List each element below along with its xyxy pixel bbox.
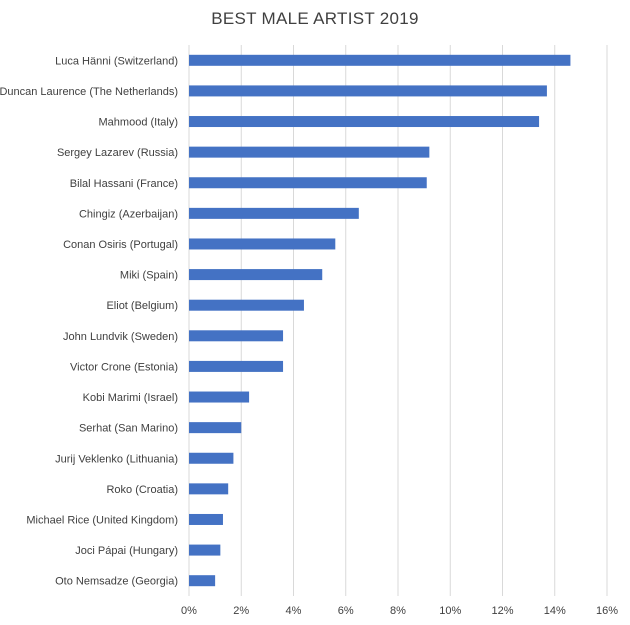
bar — [189, 513, 223, 525]
category-labels: Luca Hänni (Switzerland) Duncan Laurence … — [0, 55, 178, 587]
bar — [189, 452, 234, 464]
x-tick-label: 8% — [390, 605, 406, 617]
x-tick-label: 10% — [439, 605, 461, 617]
bar — [189, 575, 216, 587]
x-tick-label: 6% — [338, 605, 354, 617]
bar — [189, 238, 336, 250]
bar — [189, 422, 242, 434]
category-label: Serhat (San Marino) — [79, 423, 178, 435]
bar — [189, 544, 221, 556]
category-label: Bilal Hassani (France) — [70, 178, 178, 190]
category-label: Michael Rice (United Kingdom) — [26, 514, 178, 526]
x-tick-label: 14% — [544, 605, 566, 617]
category-label: John Lundvik (Sweden) — [63, 331, 178, 343]
bar — [189, 116, 540, 128]
category-label: Victor Crone (Estonia) — [70, 361, 178, 373]
bar — [189, 269, 323, 281]
category-label: Conan Osiris (Portugal) — [63, 239, 178, 251]
category-label: Kobi Marimi (Israel) — [83, 392, 178, 404]
category-label: Joci Pápai (Hungary) — [75, 545, 178, 557]
chart-title: BEST MALE ARTIST 2019 — [211, 9, 419, 28]
bar — [189, 146, 430, 158]
category-label: Duncan Laurence (The Netherlands) — [0, 86, 178, 98]
x-axis-tick-labels: 0% 2% 4% 6% 8% 10% 12% 14% 16% — [181, 605, 618, 617]
gridlines — [188, 45, 608, 596]
category-label: Luca Hänni (Switzerland) — [55, 55, 178, 67]
category-label: Miki (Spain) — [120, 270, 178, 282]
bar — [189, 177, 427, 189]
bar — [189, 54, 571, 66]
bar — [189, 85, 547, 97]
bar — [189, 360, 284, 372]
bar — [189, 207, 359, 219]
category-label: Roko (Croatia) — [106, 484, 178, 496]
bar — [189, 483, 229, 495]
bar — [189, 330, 284, 342]
bar — [189, 299, 304, 311]
category-label: Eliot (Belgium) — [106, 300, 178, 312]
x-tick-label: 4% — [286, 605, 302, 617]
category-label: Chingiz (Azerbaijan) — [79, 208, 178, 220]
x-tick-label: 12% — [491, 605, 513, 617]
category-label: Jurij Veklenko (Lithuania) — [55, 453, 178, 465]
x-tick-label: 2% — [233, 605, 249, 617]
category-label: Sergey Lazarev (Russia) — [57, 147, 178, 159]
category-label: Oto Nemsadze (Georgia) — [55, 576, 178, 588]
x-tick-label: 0% — [181, 605, 197, 617]
bar — [189, 391, 250, 403]
bars — [189, 54, 571, 587]
category-label: Mahmood (Italy) — [99, 117, 178, 129]
x-tick-label: 16% — [596, 605, 618, 617]
